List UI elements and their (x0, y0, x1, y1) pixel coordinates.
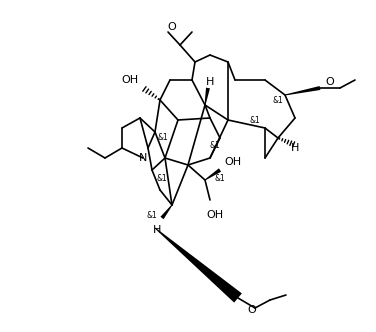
Text: &1: &1 (215, 174, 225, 183)
Text: &1: &1 (147, 210, 158, 219)
Text: &1: &1 (158, 132, 168, 141)
Polygon shape (205, 88, 210, 105)
Text: OH: OH (206, 210, 224, 220)
Text: N: N (139, 153, 147, 163)
Text: H: H (206, 77, 214, 87)
Text: H: H (291, 143, 299, 153)
Text: OH: OH (224, 157, 241, 167)
Text: H: H (153, 225, 161, 235)
Text: O: O (248, 305, 256, 315)
Polygon shape (205, 168, 221, 180)
Polygon shape (161, 205, 173, 219)
Text: &1: &1 (250, 116, 260, 124)
Text: OH: OH (121, 75, 139, 85)
Text: &1: &1 (157, 174, 167, 183)
Text: &1: &1 (210, 140, 220, 149)
Polygon shape (155, 228, 242, 302)
Text: O: O (168, 22, 176, 32)
Polygon shape (285, 86, 320, 96)
Text: O: O (326, 77, 334, 87)
Text: &1: &1 (273, 96, 284, 105)
